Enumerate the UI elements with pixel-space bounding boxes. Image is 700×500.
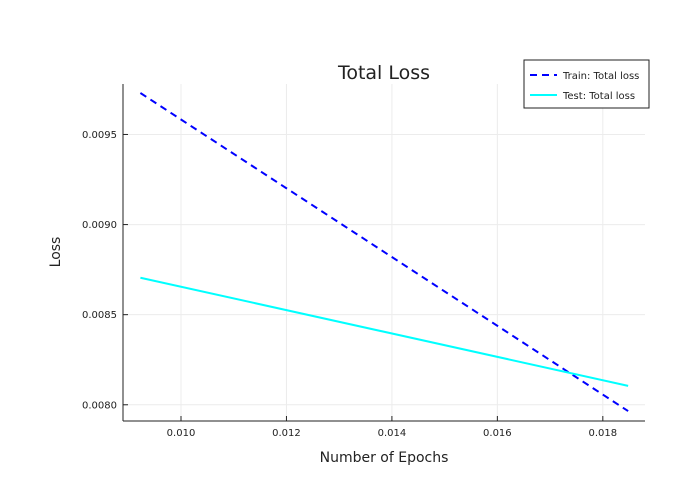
x-tick-label: 0.014 — [378, 428, 407, 439]
y-tick-label: 0.0085 — [82, 310, 117, 321]
y-tick-label: 0.0095 — [82, 130, 117, 141]
legend-label-test: Test: Total loss — [562, 91, 635, 102]
y-ticks: 0.0080 0.0085 0.0090 0.0095 — [82, 130, 128, 411]
series-line-test — [140, 276, 629, 387]
chart-title: Total Loss — [337, 62, 430, 84]
x-tick-label: 0.010 — [167, 428, 196, 439]
y-axis-label: Loss — [48, 237, 64, 268]
legend: Train: Total loss Test: Total loss — [523, 59, 650, 109]
x-ticks: 0.010 0.012 0.014 0.016 0.018 — [167, 416, 617, 439]
y-tick-label: 0.0080 — [82, 400, 117, 411]
legend-label-train: Train: Total loss — [562, 71, 639, 82]
axes — [122, 84, 645, 422]
x-tick-label: 0.012 — [272, 428, 301, 439]
x-tick-label: 0.018 — [588, 428, 617, 439]
grid — [123, 84, 645, 421]
x-tick-label: 0.016 — [483, 428, 512, 439]
series — [139, 92, 629, 412]
x-axis-label: Number of Epochs — [320, 450, 449, 466]
y-tick-label: 0.0090 — [82, 220, 117, 231]
series-line-train — [139, 92, 629, 412]
legend-box — [523, 59, 650, 109]
